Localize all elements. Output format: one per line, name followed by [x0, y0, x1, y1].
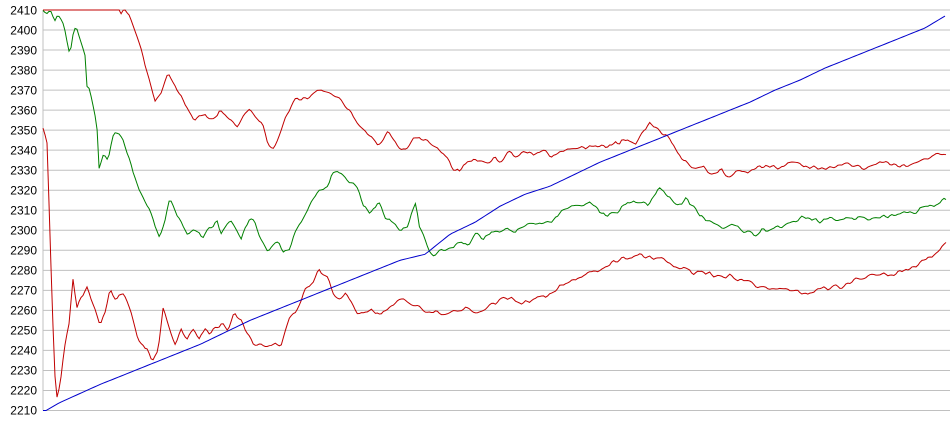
svg-text:2370: 2370 [10, 84, 37, 98]
svg-text:2240: 2240 [10, 344, 37, 358]
svg-text:2380: 2380 [10, 64, 37, 78]
svg-text:2310: 2310 [10, 204, 37, 218]
svg-text:2340: 2340 [10, 144, 37, 158]
svg-text:2350: 2350 [10, 124, 37, 138]
svg-text:2300: 2300 [10, 224, 37, 238]
svg-text:2330: 2330 [10, 164, 37, 178]
svg-text:2390: 2390 [10, 44, 37, 58]
svg-text:2220: 2220 [10, 384, 37, 398]
svg-text:2360: 2360 [10, 104, 37, 118]
svg-text:2230: 2230 [10, 364, 37, 378]
svg-text:2280: 2280 [10, 264, 37, 278]
svg-text:2410: 2410 [10, 4, 37, 18]
svg-text:2250: 2250 [10, 324, 37, 338]
svg-text:2210: 2210 [10, 404, 37, 418]
svg-text:2400: 2400 [10, 24, 37, 38]
svg-text:2320: 2320 [10, 184, 37, 198]
svg-text:2260: 2260 [10, 304, 37, 318]
svg-text:2270: 2270 [10, 284, 37, 298]
svg-text:2290: 2290 [10, 244, 37, 258]
